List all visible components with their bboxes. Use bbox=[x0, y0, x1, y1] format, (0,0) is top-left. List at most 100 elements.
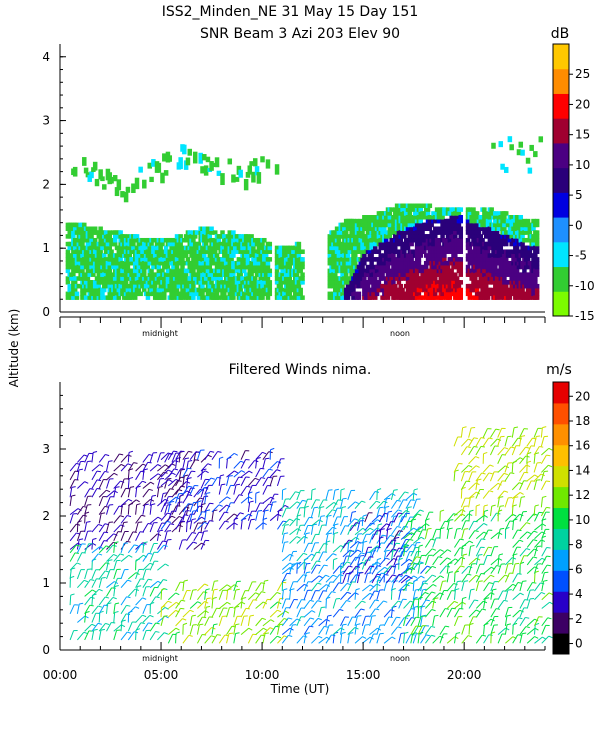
snr-cell bbox=[525, 218, 531, 224]
snr-cell bbox=[129, 283, 134, 289]
snr-cell bbox=[216, 170, 222, 176]
snr-cell bbox=[380, 241, 385, 247]
wind-barb-flag bbox=[164, 563, 169, 567]
snr-cell bbox=[394, 203, 400, 209]
snr-cell bbox=[356, 234, 362, 239]
wind-barb bbox=[240, 513, 249, 522]
wind-barb bbox=[127, 606, 136, 615]
snr-cell bbox=[118, 264, 123, 270]
snr-cell bbox=[345, 276, 351, 281]
wind-barb bbox=[281, 507, 287, 518]
wind-barb-flag bbox=[289, 518, 294, 522]
snr-cell bbox=[169, 287, 174, 293]
wind-barb-flag bbox=[83, 631, 88, 635]
wind-barb bbox=[218, 590, 224, 600]
snr-cell bbox=[114, 260, 120, 266]
wind-barb bbox=[142, 498, 151, 507]
wind-barb bbox=[193, 542, 202, 550]
wind-barb bbox=[142, 630, 147, 641]
wind-barb bbox=[303, 517, 310, 527]
snr-cell bbox=[211, 162, 216, 167]
snr-cell bbox=[287, 249, 293, 254]
snr-colorbar-label: 10 bbox=[575, 158, 590, 172]
snr-cell bbox=[383, 222, 389, 228]
snr-cell bbox=[252, 260, 258, 266]
snr-cell bbox=[300, 276, 305, 281]
wind-barb-flag bbox=[302, 499, 307, 502]
wind-barb-flag bbox=[112, 596, 117, 600]
snr-cell bbox=[274, 291, 280, 297]
snr-cell bbox=[451, 241, 456, 247]
wind-barb bbox=[98, 596, 106, 606]
wind-barb bbox=[204, 477, 212, 487]
wind-barb bbox=[226, 485, 231, 495]
wind-barb bbox=[105, 522, 110, 533]
snr-cell bbox=[474, 234, 480, 239]
snr-cell bbox=[174, 257, 180, 262]
wind-barb-flag bbox=[261, 477, 266, 479]
snr-cell bbox=[249, 272, 254, 277]
wind-barb-flag bbox=[220, 474, 225, 477]
snr-cell bbox=[418, 253, 423, 258]
wind-barb bbox=[255, 634, 262, 644]
winds-title: Filtered Winds nima. bbox=[229, 362, 372, 378]
snr-cell bbox=[160, 268, 165, 274]
snr-cell bbox=[65, 280, 71, 285]
wind-barb-flag bbox=[205, 588, 210, 591]
wind-barb bbox=[289, 528, 298, 536]
wind-barb bbox=[186, 513, 191, 524]
snr-cell bbox=[449, 218, 454, 224]
snr-cell bbox=[414, 249, 420, 254]
wind-barb bbox=[281, 598, 287, 609]
snr-cell bbox=[482, 226, 487, 231]
snr-cell bbox=[411, 272, 416, 277]
wind-barb bbox=[276, 476, 281, 487]
wind-barb bbox=[262, 599, 268, 609]
snr-cell bbox=[222, 291, 227, 297]
wind-barb bbox=[69, 532, 77, 542]
wind-barb-flag bbox=[254, 477, 259, 481]
snr-cell bbox=[525, 257, 531, 262]
wind-barb bbox=[281, 567, 291, 575]
wind-barb bbox=[142, 542, 145, 553]
snr-cell bbox=[382, 230, 387, 235]
wind-barb-flag bbox=[175, 496, 180, 500]
snr-cell bbox=[232, 237, 238, 243]
snr-cell bbox=[520, 291, 525, 297]
wind-barb bbox=[167, 468, 175, 478]
wind-barb bbox=[405, 634, 412, 644]
wind-barb bbox=[156, 478, 161, 489]
wind-barb bbox=[420, 565, 428, 574]
snr-cell bbox=[433, 234, 438, 239]
wind-barb-flag bbox=[99, 464, 104, 467]
wind-barb-flag bbox=[397, 626, 402, 629]
wind-barb bbox=[127, 504, 130, 515]
wind-barb-flag bbox=[297, 514, 302, 517]
snr-colorbar-swatch bbox=[553, 192, 569, 218]
wind-barb bbox=[69, 562, 78, 571]
wind-barb bbox=[113, 542, 116, 553]
snr-cell bbox=[262, 237, 267, 243]
wind-barb bbox=[164, 488, 171, 498]
snr-cell bbox=[112, 237, 118, 243]
snr-cell bbox=[294, 276, 300, 281]
wind-barb bbox=[354, 572, 359, 583]
snr-colorbar-swatch bbox=[553, 44, 569, 70]
wind-barb bbox=[233, 484, 237, 495]
snr-cell bbox=[300, 280, 305, 285]
snr-cell bbox=[509, 230, 514, 235]
snr-cell bbox=[74, 291, 80, 297]
snr-cell bbox=[434, 260, 440, 266]
snr-cell bbox=[458, 215, 464, 220]
snr-cell bbox=[220, 245, 225, 251]
snr-cell bbox=[256, 172, 262, 184]
snr-cell bbox=[274, 260, 280, 266]
snr-cell bbox=[129, 280, 134, 285]
snr-cell bbox=[109, 257, 114, 262]
snr-cell bbox=[398, 237, 403, 243]
snr-cell bbox=[414, 237, 420, 243]
wind-barb bbox=[76, 461, 81, 472]
snr-cell bbox=[516, 257, 522, 262]
snr-cell bbox=[534, 234, 540, 239]
snr-cell bbox=[387, 218, 393, 224]
